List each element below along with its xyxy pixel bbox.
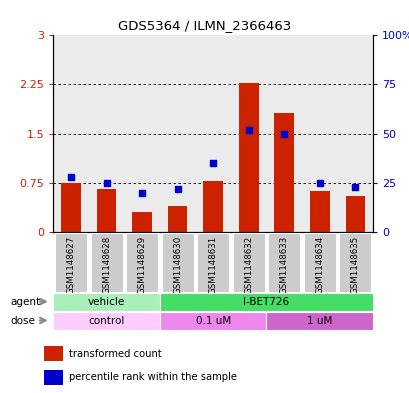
- Bar: [97, 189, 116, 232]
- Point: [103, 180, 110, 186]
- FancyBboxPatch shape: [55, 233, 87, 292]
- Bar: [132, 212, 151, 232]
- FancyBboxPatch shape: [197, 233, 229, 292]
- Text: GSM1148628: GSM1148628: [102, 235, 111, 294]
- Text: percentile rank within the sample: percentile rank within the sample: [69, 372, 236, 382]
- FancyBboxPatch shape: [53, 293, 160, 311]
- Bar: [43, 369, 63, 385]
- Text: GDS5364 / ILMN_2366463: GDS5364 / ILMN_2366463: [118, 19, 291, 32]
- FancyBboxPatch shape: [90, 233, 122, 292]
- Text: GSM1148627: GSM1148627: [66, 235, 75, 294]
- Text: agent: agent: [10, 297, 40, 307]
- FancyBboxPatch shape: [160, 312, 266, 330]
- Point: [245, 127, 252, 133]
- Text: GSM1148634: GSM1148634: [315, 235, 324, 294]
- Point: [67, 174, 74, 180]
- Point: [280, 130, 287, 137]
- FancyBboxPatch shape: [303, 233, 335, 292]
- Bar: [274, 113, 293, 232]
- Bar: [238, 83, 258, 232]
- Text: GSM1148632: GSM1148632: [244, 235, 253, 294]
- FancyBboxPatch shape: [267, 233, 299, 292]
- Text: GSM1148631: GSM1148631: [208, 235, 217, 294]
- Point: [209, 160, 216, 166]
- Text: GSM1148633: GSM1148633: [279, 235, 288, 294]
- Text: vehicle: vehicle: [88, 297, 125, 307]
- Bar: [43, 346, 63, 362]
- FancyBboxPatch shape: [126, 233, 158, 292]
- FancyBboxPatch shape: [161, 233, 193, 292]
- Text: control: control: [88, 316, 124, 326]
- Bar: [345, 196, 364, 232]
- Text: GSM1148630: GSM1148630: [173, 235, 182, 294]
- Text: I-BET726: I-BET726: [243, 297, 289, 307]
- Bar: [61, 183, 81, 232]
- Bar: [168, 206, 187, 232]
- Text: 1 uM: 1 uM: [306, 316, 332, 326]
- Point: [174, 185, 180, 192]
- Text: dose: dose: [10, 316, 35, 326]
- FancyBboxPatch shape: [266, 312, 372, 330]
- FancyBboxPatch shape: [232, 233, 264, 292]
- FancyBboxPatch shape: [53, 312, 160, 330]
- Point: [139, 189, 145, 196]
- Bar: [203, 181, 222, 232]
- Text: GSM1148635: GSM1148635: [350, 235, 359, 294]
- Point: [316, 180, 322, 186]
- Text: GSM1148629: GSM1148629: [137, 235, 146, 294]
- FancyBboxPatch shape: [339, 233, 371, 292]
- Text: 0.1 uM: 0.1 uM: [195, 316, 230, 326]
- Bar: [309, 191, 329, 232]
- Text: transformed count: transformed count: [69, 349, 161, 359]
- FancyBboxPatch shape: [160, 293, 372, 311]
- Point: [351, 184, 358, 190]
